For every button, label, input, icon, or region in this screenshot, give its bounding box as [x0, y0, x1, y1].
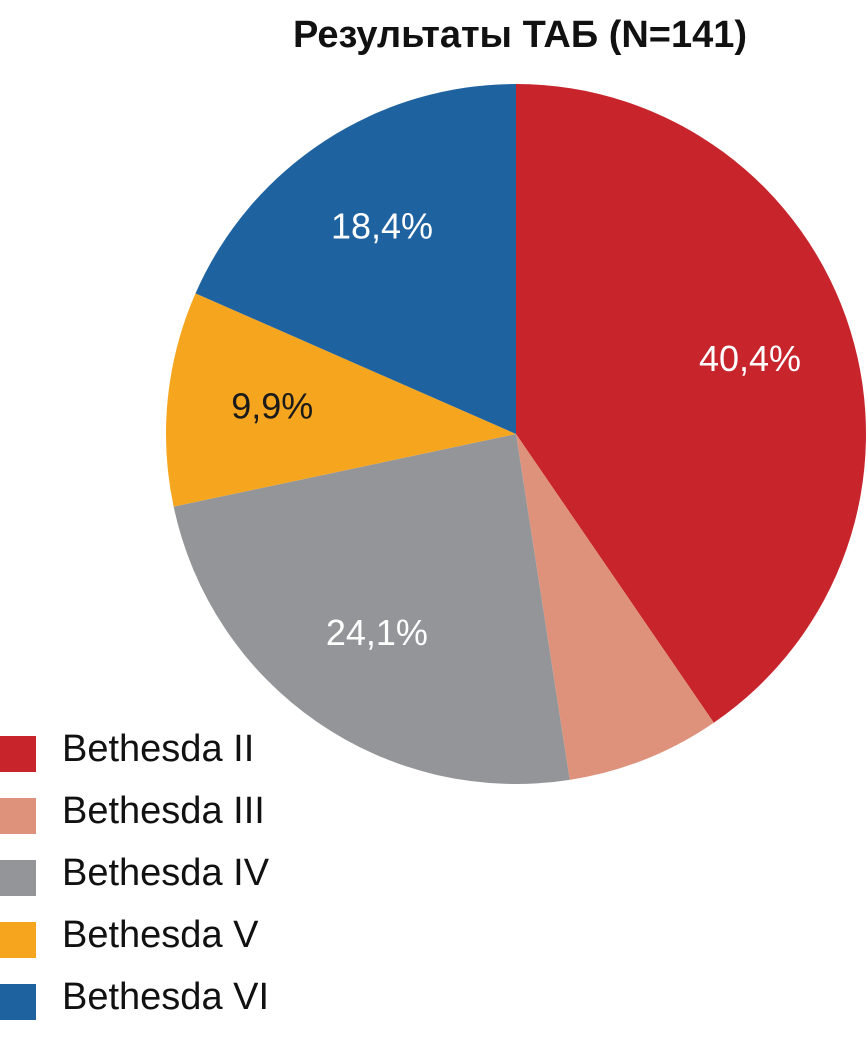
legend-item-bethesda-iv: Bethesda IV	[0, 846, 400, 908]
legend-swatch	[0, 922, 36, 958]
pie-slice-bethesda-iv	[173, 434, 570, 784]
legend-swatch	[0, 736, 36, 772]
legend-swatch	[0, 798, 36, 834]
chart-title: Результаты ТАБ (N=141)	[292, 14, 748, 56]
pie-slice-bethesda-iii	[516, 434, 714, 780]
legend-label: Bethesda III	[62, 790, 265, 832]
legend-swatch	[0, 860, 36, 896]
pie-slice-bethesda-v	[165, 293, 516, 507]
legend-item-bethesda-v: Bethesda V	[0, 908, 400, 970]
pie-slice-bethesda-vi	[195, 84, 516, 434]
slice-value-label: 18,4%	[331, 205, 433, 246]
slice-value-label: 9,9%	[231, 386, 313, 427]
slice-value-label: 24,1%	[326, 612, 428, 653]
legend-item-bethesda-iii: Bethesda III	[0, 784, 400, 846]
legend-item-bethesda-ii: Bethesda II	[0, 722, 400, 784]
pie-slices	[165, 84, 866, 784]
legend-label: Bethesda VI	[62, 976, 270, 1018]
pie-labels: 40,4% 24,1% 9,9% 18,4%	[231, 205, 801, 653]
pie-slice-bethesda-ii	[516, 84, 866, 723]
legend-item-bethesda-vi: Bethesda VI	[0, 970, 400, 1032]
legend: Bethesda II Bethesda III Bethesda IV Bet…	[0, 722, 400, 1032]
legend-swatch	[0, 984, 36, 1020]
legend-label: Bethesda IV	[62, 852, 270, 894]
slice-value-label: 40,4%	[699, 338, 801, 379]
legend-label: Bethesda V	[62, 914, 259, 956]
legend-label: Bethesda II	[62, 728, 255, 770]
